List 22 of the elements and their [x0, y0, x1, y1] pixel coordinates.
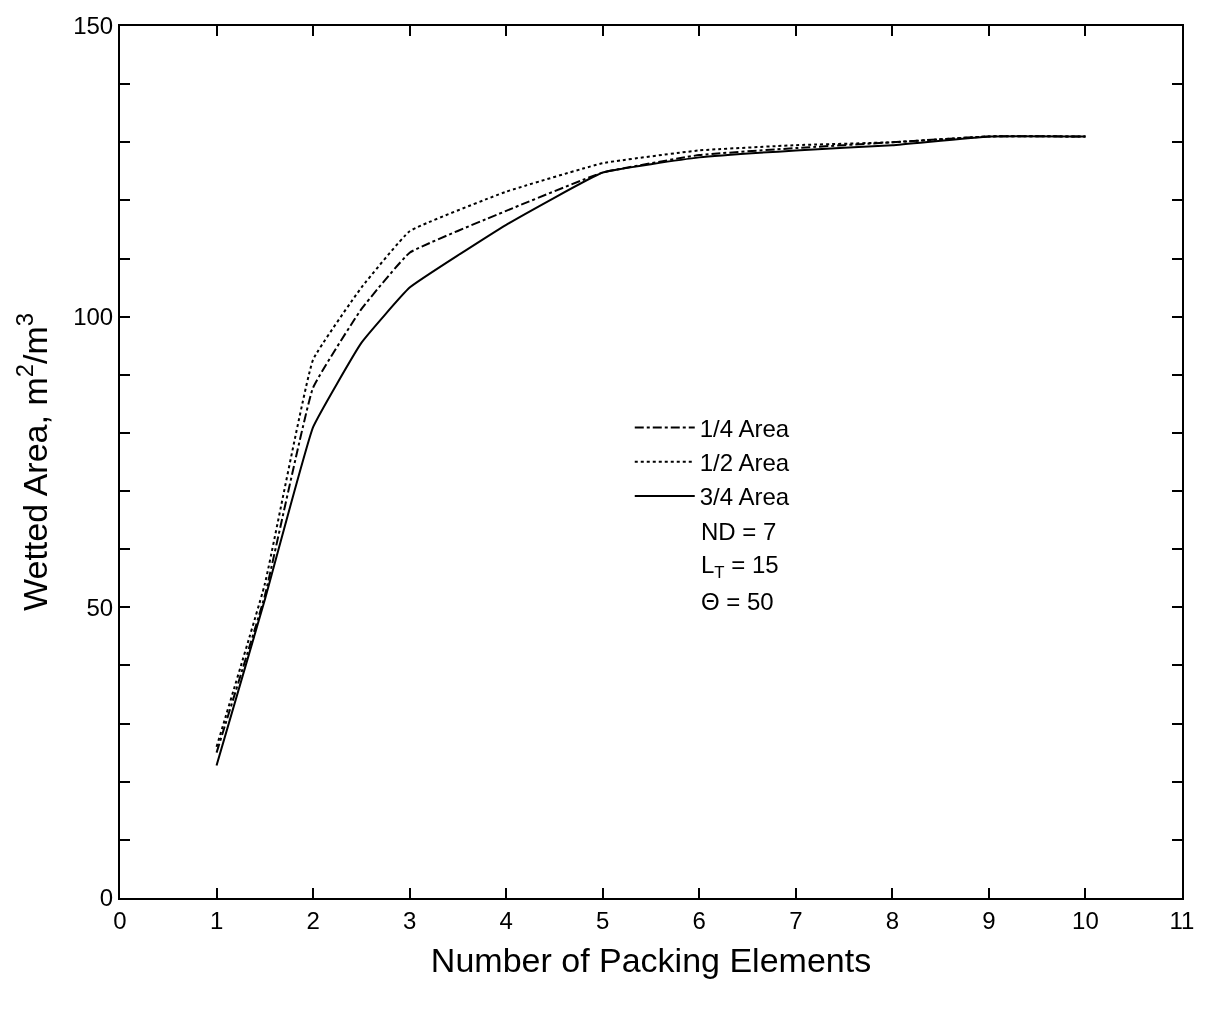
legend-label: 1/2 Area [699, 449, 790, 477]
x-axis-title: Number of Packing Elements [430, 940, 872, 979]
x-tick-label: 5 [596, 906, 610, 934]
x-tick-label: 11 [1169, 906, 1195, 934]
y-tick-label: 0 [99, 884, 114, 912]
annotation: Θ = 50 [701, 588, 774, 615]
x-tick-label: 6 [692, 906, 706, 934]
annotation: L$_{T}$ = 15 [701, 551, 779, 583]
x-tick-label: 3 [402, 906, 417, 934]
y-tick-label: 100 [73, 303, 114, 331]
x-tick-label: 2 [306, 906, 320, 934]
x-tick-label: 1 [209, 906, 224, 934]
legend-label: 3/4 Area [699, 483, 790, 511]
y-tick-label: 150 [73, 12, 114, 40]
x-tick-label: 7 [789, 906, 803, 934]
annotation: ND = 7 [701, 518, 777, 545]
x-tick-label: 9 [982, 906, 996, 934]
x-tick-label: 4 [499, 906, 513, 934]
x-tick-label: 10 [1072, 906, 1099, 934]
y-tick-label: 50 [86, 593, 114, 621]
x-tick-label: 8 [885, 906, 900, 934]
legend-label: 1/4 Area [699, 414, 790, 442]
